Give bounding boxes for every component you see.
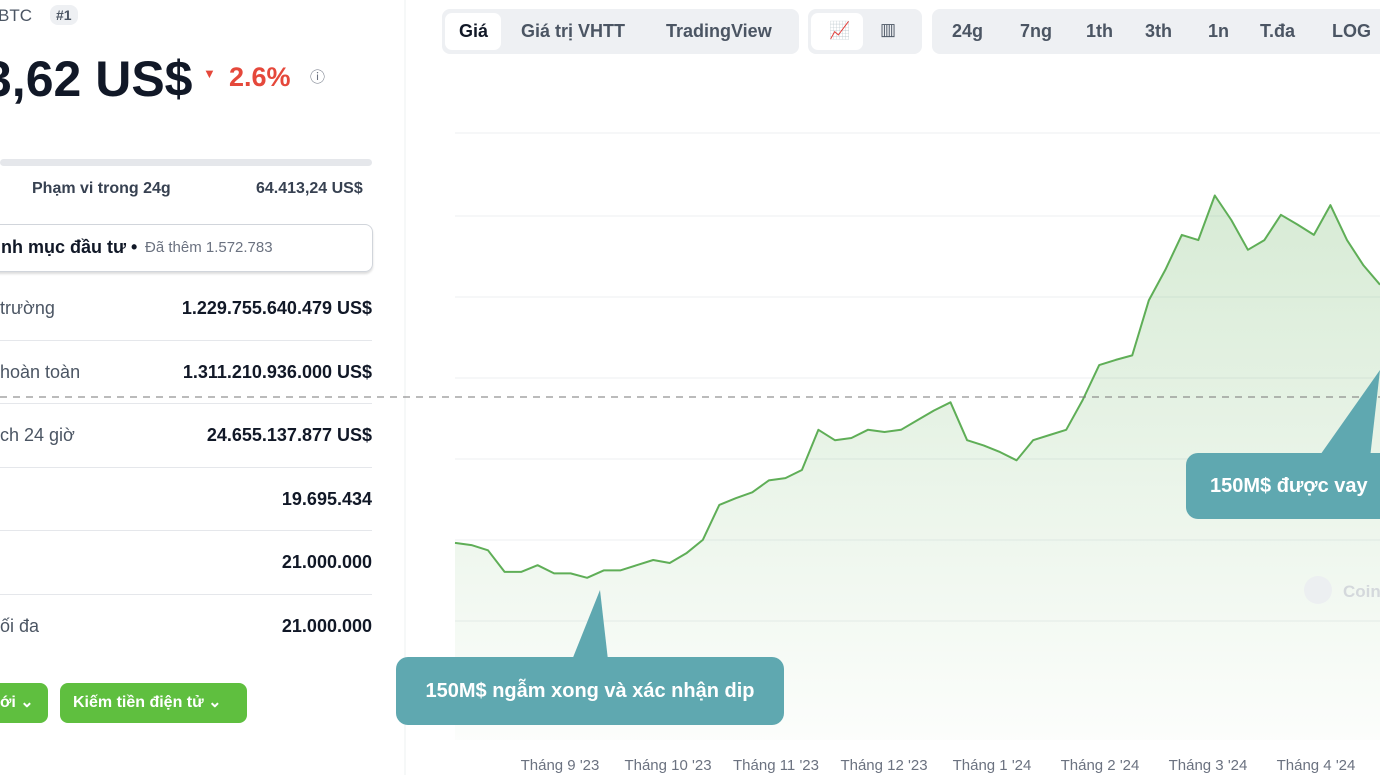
price-line	[454, 194, 1380, 579]
button-label: Kiếm tiền điện tử	[73, 694, 204, 711]
range-bar	[0, 159, 372, 166]
chart-type-group: 📈 ▥	[808, 9, 922, 54]
watermark: Coin	[1343, 582, 1380, 601]
range-tab: 3th	[1145, 21, 1172, 41]
stat-label: ch 24 giờ	[0, 425, 75, 445]
portfolio-label: nh mục đầu tư •	[1, 237, 138, 257]
x-tick-label: Tháng 10 '23	[624, 757, 711, 774]
range-label: Phạm vi trong 24g	[32, 180, 171, 197]
separator	[0, 530, 372, 531]
stat-value: 1.229.755.640.479 US$	[181, 298, 372, 318]
range-tab: 24g	[952, 21, 984, 41]
callout	[396, 657, 784, 725]
menu-button[interactable]: ới ⌄	[0, 683, 48, 723]
range-tab: T.đa	[1260, 21, 1296, 41]
x-tick-label: Tháng 1 '24	[953, 757, 1032, 774]
callout-pointer	[572, 590, 608, 660]
callout-pointer	[1318, 370, 1380, 458]
separator	[0, 403, 372, 404]
stat-value: 21.000.000	[281, 552, 372, 572]
watermark-logo	[1304, 576, 1332, 604]
rank-badge: #1	[50, 5, 78, 25]
callout	[1186, 453, 1380, 519]
tab[interactable]: Giá trị VHTT	[521, 21, 626, 41]
x-tick-label: Tháng 4 '24	[1277, 757, 1356, 774]
stat-label: ối đa	[0, 615, 40, 636]
separator	[0, 593, 372, 595]
button-label: ới	[0, 694, 16, 711]
x-tick-label: Tháng 2 '24	[1061, 757, 1140, 774]
x-axis: Tháng 9 '23 Tháng 10 '23 Tháng 11 '23 Tháng…	[521, 757, 1356, 774]
x-tick-label: Tháng 12 '23	[840, 757, 927, 774]
annotation: 150M$ được vay	[1210, 475, 1369, 497]
plot	[454, 194, 1380, 740]
menu-button[interactable]: Kiếm tiền điện tử ⌄	[60, 683, 247, 723]
stat-value: 1.311.210.936.000 US$	[182, 361, 372, 382]
separator	[0, 339, 372, 341]
stat-value: 21.000.000	[281, 615, 372, 636]
range-tab: LOG	[1332, 21, 1371, 41]
range-tab: 1n	[1208, 21, 1230, 41]
tab[interactable]: TradingView	[666, 21, 772, 41]
stat-label: trường	[0, 298, 55, 318]
range-group	[932, 9, 1380, 54]
tab-group	[442, 9, 799, 54]
line-chart-icon[interactable]: 📈	[811, 13, 863, 50]
candle-chart-icon[interactable]: ▥	[880, 20, 897, 39]
price: 3,62 US$	[0, 51, 193, 107]
range-value: 64.413,24 US$	[256, 180, 363, 197]
x-tick-label: Tháng 9 '23	[521, 757, 600, 774]
separator	[0, 466, 372, 468]
range-tab: 7ng	[1020, 21, 1053, 41]
stat-value: 19.695.434	[281, 488, 372, 509]
stat-value: 24.655.137.877 US$	[206, 425, 372, 445]
info-icon: ⓘ	[310, 69, 326, 86]
area	[455, 195, 1380, 740]
tab[interactable]: Giá	[459, 21, 489, 41]
range-tab: 1th	[1086, 21, 1113, 41]
down-arrow: ▼	[203, 66, 216, 81]
portfolio-added: Đã thêm 1.572.783	[145, 239, 273, 256]
price-change: 2.6%	[229, 62, 291, 92]
active-tab-bg	[445, 13, 501, 50]
stat-label: hoàn toàn	[0, 361, 81, 382]
portfolio-button[interactable]: nh mục đầu tư • Đã thêm 1.572.783	[0, 224, 373, 272]
x-tick-label: Tháng 3 '24	[1169, 757, 1248, 774]
annotation: 150M$ ngẫm xong và xác nhận dip	[426, 678, 755, 702]
ticker: BTC	[0, 6, 32, 25]
x-tick-label: Tháng 11 '23	[733, 757, 819, 774]
